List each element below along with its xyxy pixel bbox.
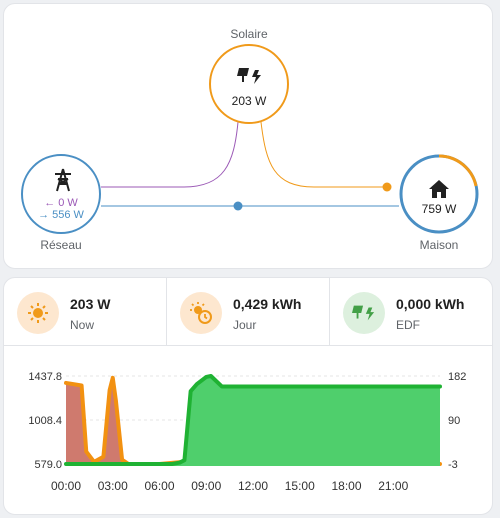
stat-day-value: 0,429 kWh xyxy=(233,296,302,312)
chart-x-tick: 09:00 xyxy=(191,479,221,493)
grid-export-value: → 556 W xyxy=(38,209,84,221)
energy-chart: 1437.8 1008.4 579.0 182 90 -3 00:00 03:00 06:00 0… xyxy=(28,371,466,493)
chart-y-left-tick: 579.0 xyxy=(34,459,62,471)
home-label: Maison xyxy=(419,238,459,252)
chart-x-tick: 21:00 xyxy=(378,479,408,493)
stat-edf-value: 0,000 kWh xyxy=(396,296,465,312)
chart-series-line-1 xyxy=(64,374,442,466)
stat-now-tile[interactable]: 203 W Now xyxy=(4,278,167,346)
solar-to-grid-line xyxy=(101,121,239,188)
stat-day-icon-bg xyxy=(180,292,222,334)
stat-now-icon-bg xyxy=(17,292,59,334)
grid-flow-dot xyxy=(233,201,243,211)
home-ring xyxy=(399,154,479,234)
home-icon xyxy=(429,180,449,198)
chart-y-right-tick: 90 xyxy=(448,415,460,427)
solar-value: 203 W xyxy=(231,94,267,108)
chart-x-tick: 06:00 xyxy=(144,479,174,493)
grid-label: Réseau xyxy=(40,238,82,252)
chart-y-right-tick: -3 xyxy=(448,459,458,471)
home-value: 759 W xyxy=(421,202,457,216)
chart-x-tick: 15:00 xyxy=(285,479,315,493)
solar-power-icon xyxy=(352,305,375,321)
solar-node[interactable]: 203 W xyxy=(209,44,289,124)
chart-x-tick: 03:00 xyxy=(98,479,128,493)
solar-label: Solaire xyxy=(230,27,268,41)
solar-to-home-line xyxy=(260,121,387,188)
flow-lines xyxy=(101,121,399,211)
stat-now-value: 203 W xyxy=(70,296,111,312)
sun-icon xyxy=(28,303,48,323)
solar-flow-dot xyxy=(382,182,392,192)
chart-x-tick: 18:00 xyxy=(331,479,361,493)
stat-edf-icon-bg xyxy=(343,292,385,334)
grid-node[interactable]: ← 0 W → 556 W xyxy=(21,154,101,234)
chart-y-left-tick: 1437.8 xyxy=(28,371,62,383)
stat-day-tile[interactable]: 0,429 kWh Jour xyxy=(167,278,330,346)
sun-clock-icon xyxy=(190,302,212,324)
chart-y-right-tick: 182 xyxy=(448,371,466,383)
transmission-tower-icon xyxy=(55,168,71,192)
stat-day-label: Jour xyxy=(233,318,257,332)
stat-edf-tile[interactable]: 0,000 kWh EDF xyxy=(330,278,492,346)
home-node[interactable]: 759 W xyxy=(399,154,479,234)
power-flow-card: Solaire 203 W ← 0 W → 556 W Réseau 759 W… xyxy=(3,3,493,269)
chart-y-left-tick: 1008.4 xyxy=(28,415,62,427)
stat-now-label: Now xyxy=(70,318,95,332)
grid-import-value: ← 0 W xyxy=(44,197,78,209)
chart-x-tick: 12:00 xyxy=(238,479,268,493)
chart-x-tick: 00:00 xyxy=(51,479,81,493)
solar-stats-card: 203 W Now 0,429 kWh Jour 0,0 xyxy=(3,277,493,515)
chart-series-area-1 xyxy=(66,376,440,466)
solar-power-icon xyxy=(237,68,261,84)
stat-edf-label: EDF xyxy=(396,318,420,332)
